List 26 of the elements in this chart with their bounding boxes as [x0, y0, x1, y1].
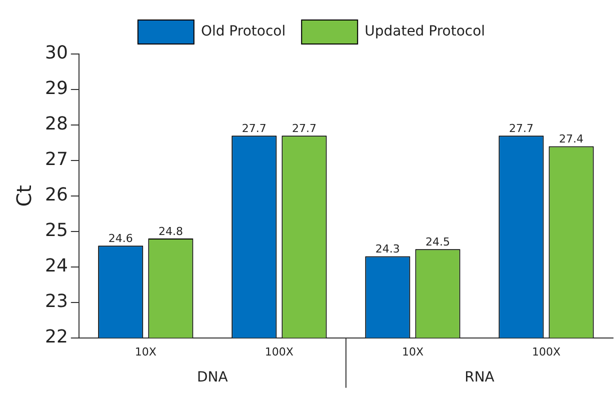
text: RNA: [464, 369, 495, 386]
data-label: 24.8: [158, 224, 183, 238]
y-tick-label: 24: [45, 256, 68, 277]
data-label: 24.3: [375, 242, 400, 256]
legend-label: Old Protocol: [200, 24, 286, 40]
x-tick-label: 10X: [134, 345, 157, 358]
data-label: 24.6: [108, 232, 133, 245]
data-label: 24.5: [426, 235, 450, 248]
x-tick-label: 100X: [532, 345, 561, 358]
y-tick-label: 26: [45, 184, 68, 206]
data-label: 27.7: [292, 122, 316, 135]
x-tick-label: 100X: [264, 345, 294, 358]
y-tick-label: 30: [45, 42, 68, 64]
y-tick-label: 23: [45, 290, 68, 312]
y-tick-label: 25: [45, 220, 68, 242]
y-tick-label: 22: [45, 326, 68, 348]
y-axis-title: Ct: [12, 184, 36, 207]
legend-label: Updated Protocol: [364, 24, 486, 40]
data-label: 27.4: [559, 132, 584, 146]
y-tick-label: 29: [45, 78, 68, 100]
x-tick-label: 10X: [402, 345, 424, 358]
y-tick-label: 28: [45, 114, 68, 135]
data-label: 27.7: [242, 122, 266, 135]
y-tick-label: 27: [45, 149, 68, 170]
data-label: 27.7: [508, 122, 534, 135]
text: DNA: [197, 369, 228, 386]
